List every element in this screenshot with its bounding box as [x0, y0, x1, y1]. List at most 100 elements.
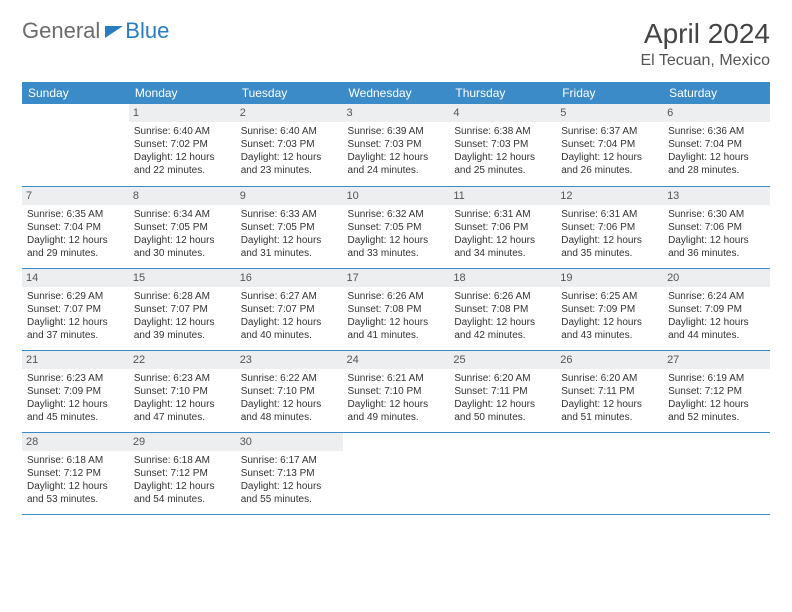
daylight-text: Daylight: 12 hours and 50 minutes.: [454, 398, 551, 424]
calendar-cell: 13Sunrise: 6:30 AMSunset: 7:06 PMDayligh…: [663, 186, 770, 268]
sunset-text: Sunset: 7:04 PM: [561, 138, 658, 151]
calendar-cell: 6Sunrise: 6:36 AMSunset: 7:04 PMDaylight…: [663, 104, 770, 186]
calendar-row: 14Sunrise: 6:29 AMSunset: 7:07 PMDayligh…: [22, 268, 770, 350]
sunrise-text: Sunrise: 6:36 AM: [668, 125, 765, 138]
calendar-cell: 21 Sunrise: 6:23 AMSunset: 7:09 PMDayligh…: [22, 350, 129, 432]
page-title: April 2024: [640, 18, 770, 50]
sunrise-text: Sunrise: 6:24 AM: [668, 290, 765, 303]
calendar-cell: 9Sunrise: 6:33 AMSunset: 7:05 PMDaylight…: [236, 186, 343, 268]
sunset-text: Sunset: 7:06 PM: [561, 221, 658, 234]
sunset-text: Sunset: 7:12 PM: [134, 467, 231, 480]
weekday-header: Monday: [129, 82, 236, 104]
weekday-header-row: SundayMondayTuesdayWednesdayThursdayFrid…: [22, 82, 770, 104]
calendar-cell: 28Sunrise: 6:18 AMSunset: 7:12 PMDayligh…: [22, 432, 129, 514]
sunset-text: Sunset: 7:07 PM: [134, 303, 231, 316]
day-number: 9: [236, 187, 343, 205]
sunrise-text: Sunrise: 6:28 AM: [134, 290, 231, 303]
daylight-text: Daylight: 12 hours and 41 minutes.: [348, 316, 445, 342]
sunset-text: Sunset: 7:11 PM: [454, 385, 551, 398]
daylight-text: Daylight: 12 hours and 26 minutes.: [561, 151, 658, 177]
daylight-text: Daylight: 12 hours and 34 minutes.: [454, 234, 551, 260]
day-number: 12: [556, 187, 663, 205]
daylight-text: Daylight: 12 hours and 31 minutes.: [241, 234, 338, 260]
sunset-text: Sunset: 7:03 PM: [241, 138, 338, 151]
day-number: 5: [556, 104, 663, 122]
sunrise-text: Sunrise: 6:18 AM: [134, 454, 231, 467]
daylight-text: Daylight: 12 hours and 22 minutes.: [134, 151, 231, 177]
daylight-text: Daylight: 12 hours and 33 minutes.: [348, 234, 445, 260]
calendar-cell: [556, 432, 663, 514]
calendar-cell: 3 Sunrise: 6:39 AMSunset: 7:03 PMDaylight…: [343, 104, 450, 186]
daylight-text: Daylight: 12 hours and 51 minutes.: [561, 398, 658, 424]
sunset-text: Sunset: 7:12 PM: [668, 385, 765, 398]
sunset-text: Sunset: 7:07 PM: [27, 303, 124, 316]
daylight-text: Daylight: 12 hours and 28 minutes.: [668, 151, 765, 177]
sunrise-text: Sunrise: 6:40 AM: [241, 125, 338, 138]
day-number: 14: [22, 269, 129, 287]
calendar-row: 7Sunrise: 6:35 AMSunset: 7:04 PMDaylight…: [22, 186, 770, 268]
sunrise-text: Sunrise: 6:23 AM: [134, 372, 231, 385]
calendar-row: 21Sunrise: 6:23 AMSunset: 7:09 PMDayligh…: [22, 350, 770, 432]
daylight-text: Daylight: 12 hours and 29 minutes.: [27, 234, 124, 260]
daylight-text: Daylight: 12 hours and 40 minutes.: [241, 316, 338, 342]
calendar-cell: 26Sunrise: 6:20 AMSunset: 7:11 PMDayligh…: [556, 350, 663, 432]
sunset-text: Sunset: 7:08 PM: [348, 303, 445, 316]
calendar-table: SundayMondayTuesdayWednesdayThursdayFrid…: [22, 82, 770, 515]
sunrise-text: Sunrise: 6:19 AM: [668, 372, 765, 385]
day-number: 26: [556, 351, 663, 369]
sunrise-text: Sunrise: 6:26 AM: [454, 290, 551, 303]
sunrise-text: Sunrise: 6:20 AM: [561, 372, 658, 385]
sunset-text: Sunset: 7:03 PM: [348, 138, 445, 151]
daylight-text: Daylight: 12 hours and 48 minutes.: [241, 398, 338, 424]
sunrise-text: Sunrise: 6:39 AM: [348, 125, 445, 138]
sunrise-text: Sunrise: 6:21 AM: [348, 372, 445, 385]
sunrise-text: Sunrise: 6:37 AM: [561, 125, 658, 138]
day-number: 4: [449, 104, 556, 122]
calendar-cell: 22Sunrise: 6:23 AMSunset: 7:10 PMDayligh…: [129, 350, 236, 432]
calendar-cell: 23Sunrise: 6:22 AMSunset: 7:10 PMDayligh…: [236, 350, 343, 432]
daylight-text: Daylight: 12 hours and 23 minutes.: [241, 151, 338, 177]
weekday-header: Tuesday: [236, 82, 343, 104]
sunset-text: Sunset: 7:04 PM: [27, 221, 124, 234]
calendar-row: 1Sunrise: 6:40 AMSunset: 7:02 PMDaylight…: [22, 104, 770, 186]
header: General Blue April 2024 El Tecuan, Mexic…: [22, 18, 770, 70]
daylight-text: Daylight: 12 hours and 54 minutes.: [134, 480, 231, 506]
day-number: 15: [129, 269, 236, 287]
day-number: 27: [663, 351, 770, 369]
calendar-cell: 4Sunrise: 6:38 AMSunset: 7:03 PMDaylight…: [449, 104, 556, 186]
sunrise-text: Sunrise: 6:20 AM: [454, 372, 551, 385]
sunset-text: Sunset: 7:10 PM: [241, 385, 338, 398]
calendar-cell: 12Sunrise: 6:31 AMSunset: 7:06 PMDayligh…: [556, 186, 663, 268]
day-number: 1: [129, 104, 236, 122]
day-number: 2: [236, 104, 343, 122]
weekday-header: Sunday: [22, 82, 129, 104]
sunset-text: Sunset: 7:05 PM: [241, 221, 338, 234]
day-number: 17: [343, 269, 450, 287]
calendar-row: 28Sunrise: 6:18 AMSunset: 7:12 PMDayligh…: [22, 432, 770, 514]
day-number: 21: [22, 351, 129, 369]
calendar-cell: 20Sunrise: 6:24 AMSunset: 7:09 PMDayligh…: [663, 268, 770, 350]
sunset-text: Sunset: 7:09 PM: [561, 303, 658, 316]
day-number: 25: [449, 351, 556, 369]
calendar-cell: 14Sunrise: 6:29 AMSunset: 7:07 PMDayligh…: [22, 268, 129, 350]
calendar-cell: [663, 432, 770, 514]
daylight-text: Daylight: 12 hours and 44 minutes.: [668, 316, 765, 342]
sunrise-text: Sunrise: 6:29 AM: [27, 290, 124, 303]
sunrise-text: Sunrise: 6:27 AM: [241, 290, 338, 303]
daylight-text: Daylight: 12 hours and 42 minutes.: [454, 316, 551, 342]
sunrise-text: Sunrise: 6:23 AM: [27, 372, 124, 385]
day-number: 30: [236, 433, 343, 451]
daylight-text: Daylight: 12 hours and 45 minutes.: [27, 398, 124, 424]
daylight-text: Daylight: 12 hours and 24 minutes.: [348, 151, 445, 177]
day-number: 8: [129, 187, 236, 205]
calendar-cell: 27Sunrise: 6:19 AMSunset: 7:12 PMDayligh…: [663, 350, 770, 432]
day-number: 3: [343, 104, 450, 122]
sunrise-text: Sunrise: 6:25 AM: [561, 290, 658, 303]
sunrise-text: Sunrise: 6:26 AM: [348, 290, 445, 303]
sunset-text: Sunset: 7:09 PM: [27, 385, 124, 398]
calendar-cell: 29Sunrise: 6:18 AMSunset: 7:12 PMDayligh…: [129, 432, 236, 514]
daylight-text: Daylight: 12 hours and 36 minutes.: [668, 234, 765, 260]
sunrise-text: Sunrise: 6:18 AM: [27, 454, 124, 467]
daylight-text: Daylight: 12 hours and 35 minutes.: [561, 234, 658, 260]
logo-text-gray: General: [22, 18, 100, 44]
